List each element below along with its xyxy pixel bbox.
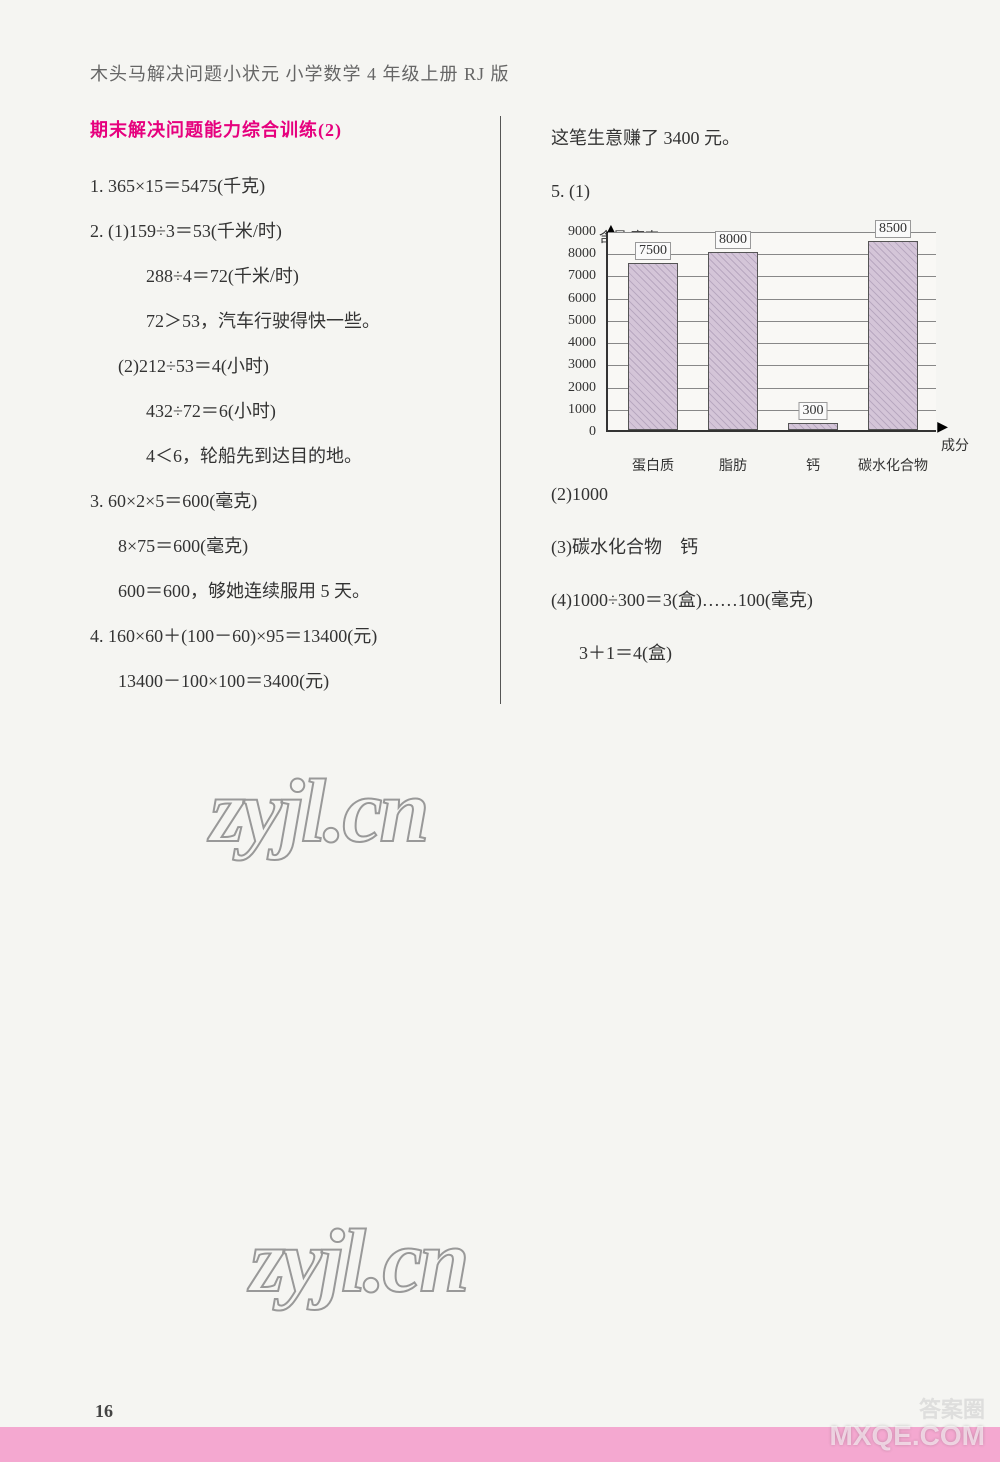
chart-plot: ▲ ▶ 成分 蛋白质脂肪钙碳水化合物750080003008500 [606, 232, 936, 432]
section-title: 期末解决问题能力综合训练(2) [90, 116, 470, 142]
left-column: 期末解决问题能力综合训练(2) 1. 365×15＝5475(千克) 2. (1… [90, 116, 470, 704]
x-tick-label: 钙 [806, 455, 820, 475]
y-tick-label: 5000 [568, 313, 596, 329]
page-number: 16 [95, 1401, 113, 1422]
corner-watermark-1: MXQE.COM [829, 1420, 985, 1452]
problem-5-4a: (4)1000÷300＝3(盒)……100(毫克) [551, 578, 961, 623]
problem-2-2a: (2)212÷53＝4(小时) [118, 344, 470, 389]
problem-5-3: (3)碳水化合物 钙 [551, 525, 961, 570]
y-tick-label: 1000 [568, 402, 596, 418]
bar: 7500 [628, 263, 678, 430]
column-divider [500, 116, 501, 704]
problem-2-1b: 288÷4＝72(千米/时) [146, 254, 470, 299]
y-tick-label: 6000 [568, 291, 596, 307]
problem-2-1a: 2. (1)159÷3＝53(千米/时) [90, 209, 470, 254]
x-tick-label: 碳水化合物 [858, 455, 928, 475]
problem-1: 1. 365×15＝5475(千克) [90, 164, 470, 209]
y-tick-label: 8000 [568, 246, 596, 262]
bar-value-label: 7500 [635, 242, 671, 260]
y-tick-label: 0 [589, 424, 596, 440]
x-tick-label: 脂肪 [719, 455, 747, 475]
bar-value-label: 300 [799, 402, 828, 420]
y-arrow-icon: ▲ [604, 222, 618, 238]
y-tick-label: 9000 [568, 224, 596, 240]
problem-3b: 8×75＝600(毫克) [118, 524, 470, 569]
problem-3c: 600＝600，够她连续服用 5 天。 [118, 569, 470, 614]
bar-value-label: 8500 [875, 220, 911, 238]
problem-4a: 4. 160×60＋(100－60)×95＝13400(元) [90, 614, 470, 659]
y-tick-label: 7000 [568, 268, 596, 284]
problem-3a: 3. 60×2×5＝600(毫克) [90, 479, 470, 524]
bar: 8000 [708, 252, 758, 430]
bar: 8500 [868, 241, 918, 430]
bar-value-label: 8000 [715, 231, 751, 249]
bar-chart: 含量/毫克 0100020003000400050006000700080009… [561, 232, 961, 452]
y-tick-label: 3000 [568, 357, 596, 373]
y-tick-label: 2000 [568, 380, 596, 396]
problem-4b: 13400－100×100＝3400(元) [118, 659, 470, 704]
right-column: 这笔生意赚了 3400 元。 5. (1) 含量/毫克 010002000300… [531, 116, 961, 704]
problem-5-2: (2)1000 [551, 472, 961, 517]
watermark-1: zyjl.cn [210, 760, 426, 863]
problem-5-4b: 3＋1＝4(盒) [579, 631, 961, 676]
problem-2-1c: 72＞53，汽车行驶得快一些。 [146, 299, 470, 344]
problem-5-1: 5. (1) [551, 169, 961, 214]
y-ticks: 0100020003000400050006000700080009000 [561, 232, 601, 452]
problem-2-2c: 4＜6，轮船先到达目的地。 [146, 434, 470, 479]
x-tick-label: 蛋白质 [632, 455, 674, 475]
bar: 300 [788, 423, 838, 430]
y-tick-label: 4000 [568, 335, 596, 351]
problem-2-2b: 432÷72＝6(小时) [146, 389, 470, 434]
book-header: 木头马解决问题小状元 小学数学 4 年级上册 RJ 版 [90, 60, 920, 86]
x-arrow-icon: ▶ [937, 419, 948, 436]
watermark-2: zyjl.cn [250, 1210, 466, 1313]
right-text-1: 这笔生意赚了 3400 元。 [551, 116, 961, 161]
x-axis-label: 成分 [941, 435, 969, 455]
